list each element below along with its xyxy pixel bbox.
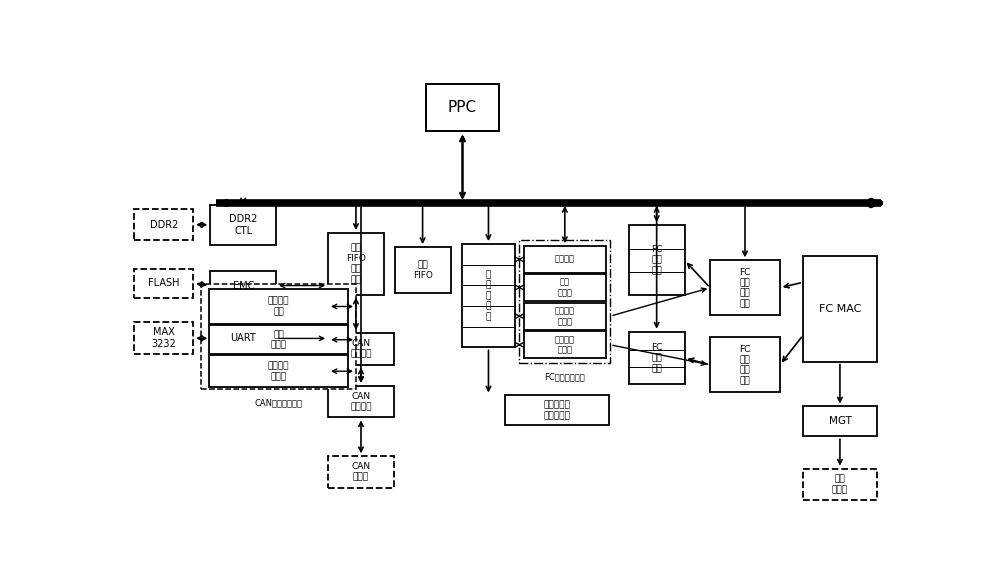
Bar [524,331,606,359]
Bar [710,260,780,315]
Bar [209,325,348,354]
Bar [524,303,606,330]
Bar [505,395,609,426]
Text: 接收
FIFO
接收
缓冲: 接收 FIFO 接收 缓冲 [346,244,366,284]
Text: 状态管理
寄存: 状态管理 寄存 [268,297,289,316]
Text: FC
接收
控制
逻辑: FC 接收 控制 逻辑 [739,268,751,308]
Text: EMC: EMC [232,280,254,291]
Bar [629,225,685,296]
Bar [328,233,384,295]
Text: FC
发送
控制
逻辑: FC 发送 控制 逻辑 [739,345,751,385]
Text: 中断控制
寄存器: 中断控制 寄存器 [268,362,289,381]
Text: 接收管理
寄存器: 接收管理 寄存器 [555,307,575,326]
Text: FC MAC: FC MAC [819,304,861,313]
Text: CAN
控制逻辑: CAN 控制逻辑 [350,339,372,359]
Bar [395,247,450,293]
Text: CAN
协议处理: CAN 协议处理 [350,392,372,411]
Bar [803,407,877,436]
Bar [462,244,515,347]
Text: 光电
收发器: 光电 收发器 [832,475,848,494]
Bar [210,271,276,300]
Text: 环形缓冲区
管理寄存器: 环形缓冲区 管理寄存器 [544,401,570,420]
Bar [328,386,394,418]
Bar [210,205,276,245]
Text: 命令
寄存器: 命令 寄存器 [270,330,287,349]
Bar [134,209,193,240]
Bar [209,289,348,324]
Text: 环
形
缓
冲
区: 环 形 缓 冲 区 [486,271,491,321]
Bar [524,246,606,273]
Bar [210,324,276,353]
Text: 发送管理
寄存器: 发送管理 寄存器 [555,335,575,355]
Text: MAX
3232: MAX 3232 [151,327,176,349]
Bar [803,256,877,362]
Text: FC
发送
缓冲: FC 发送 缓冲 [651,343,662,373]
Bar [328,333,394,364]
Text: DDR2
CTL: DDR2 CTL [229,214,257,236]
Text: FC管理寄存器组: FC管理寄存器组 [544,372,585,382]
Bar [803,468,877,500]
Text: CAN管理寄存器组: CAN管理寄存器组 [254,398,302,407]
Bar [134,269,193,297]
Text: CAN
驱动器: CAN 驱动器 [351,462,371,482]
Text: PPC: PPC [448,100,477,115]
Text: UART: UART [230,333,256,343]
Text: 发送
FIFO: 发送 FIFO [413,260,433,280]
Bar [426,84,499,131]
Text: FC
接收
缓冲: FC 接收 缓冲 [651,245,662,275]
Bar [201,284,356,390]
Text: 命令
寄存器: 命令 寄存器 [557,278,572,297]
Bar [134,323,193,354]
Text: MGT: MGT [828,416,851,427]
Bar [524,274,606,301]
Text: FLASH: FLASH [148,279,180,288]
Bar [710,337,780,392]
Bar [519,240,610,363]
Text: DDR2: DDR2 [150,220,178,229]
Text: 中断控制: 中断控制 [555,255,575,264]
Bar [209,355,348,387]
Bar [328,456,394,488]
Bar [629,332,685,384]
